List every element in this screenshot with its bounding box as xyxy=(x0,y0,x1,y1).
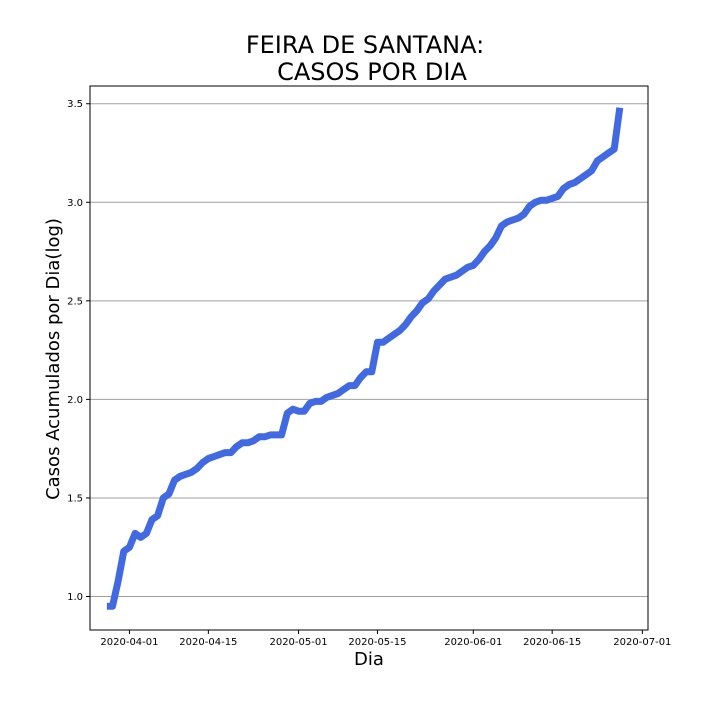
x-tick-label: 2020-05-15 xyxy=(348,637,406,648)
x-tick-label: 2020-05-01 xyxy=(269,637,327,648)
y-tick-label: 1.0 xyxy=(67,592,83,603)
x-axis-label: Dia xyxy=(354,649,384,670)
plot-series xyxy=(106,107,624,610)
x-tick-label: 2020-06-01 xyxy=(444,637,502,648)
chart-title-line-2: CASOS POR DIA xyxy=(277,58,467,86)
x-tick-label: 2020-06-15 xyxy=(523,637,581,648)
series-line xyxy=(106,107,624,610)
axis-ticks: 1.0 1.5 2.0 2.5 3.0 3.5 2020-04-01 2020-04-15 20… xyxy=(67,99,671,648)
x-tick-label: 2020-07-01 xyxy=(613,637,671,648)
x-tick-label: 2020-04-15 xyxy=(179,637,237,648)
y-tick-label: 3.5 xyxy=(67,99,83,110)
gridlines xyxy=(90,103,648,597)
y-tick-label: 3.0 xyxy=(67,198,83,209)
y-tick-label: 1.5 xyxy=(67,493,83,504)
x-tick-label: 2020-04-01 xyxy=(100,637,158,648)
plot-frame xyxy=(89,85,649,631)
y-tick-label: 2.5 xyxy=(67,296,83,307)
y-axis-label: Casos Acumulados por Dia(log) xyxy=(43,218,64,500)
y-tick-label: 2.0 xyxy=(67,395,83,406)
chart-title-line-1: FEIRA DE SANTANA: xyxy=(246,31,484,59)
